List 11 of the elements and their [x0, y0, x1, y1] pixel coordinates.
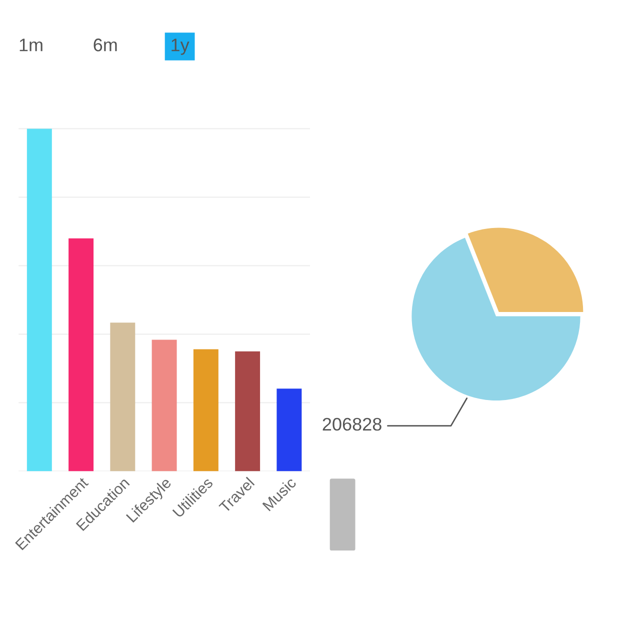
bar — [26, 128, 52, 472]
bar — [193, 349, 218, 472]
text: 1y — [172, 38, 190, 55]
text: 6m — [94, 38, 117, 52]
bar — [276, 388, 302, 472]
data-label: 206828 — [322, 418, 382, 431]
bar — [110, 322, 136, 472]
bar — [68, 238, 94, 472]
text: 1m — [20, 38, 42, 52]
bar — [235, 351, 260, 472]
bar — [152, 340, 177, 472]
